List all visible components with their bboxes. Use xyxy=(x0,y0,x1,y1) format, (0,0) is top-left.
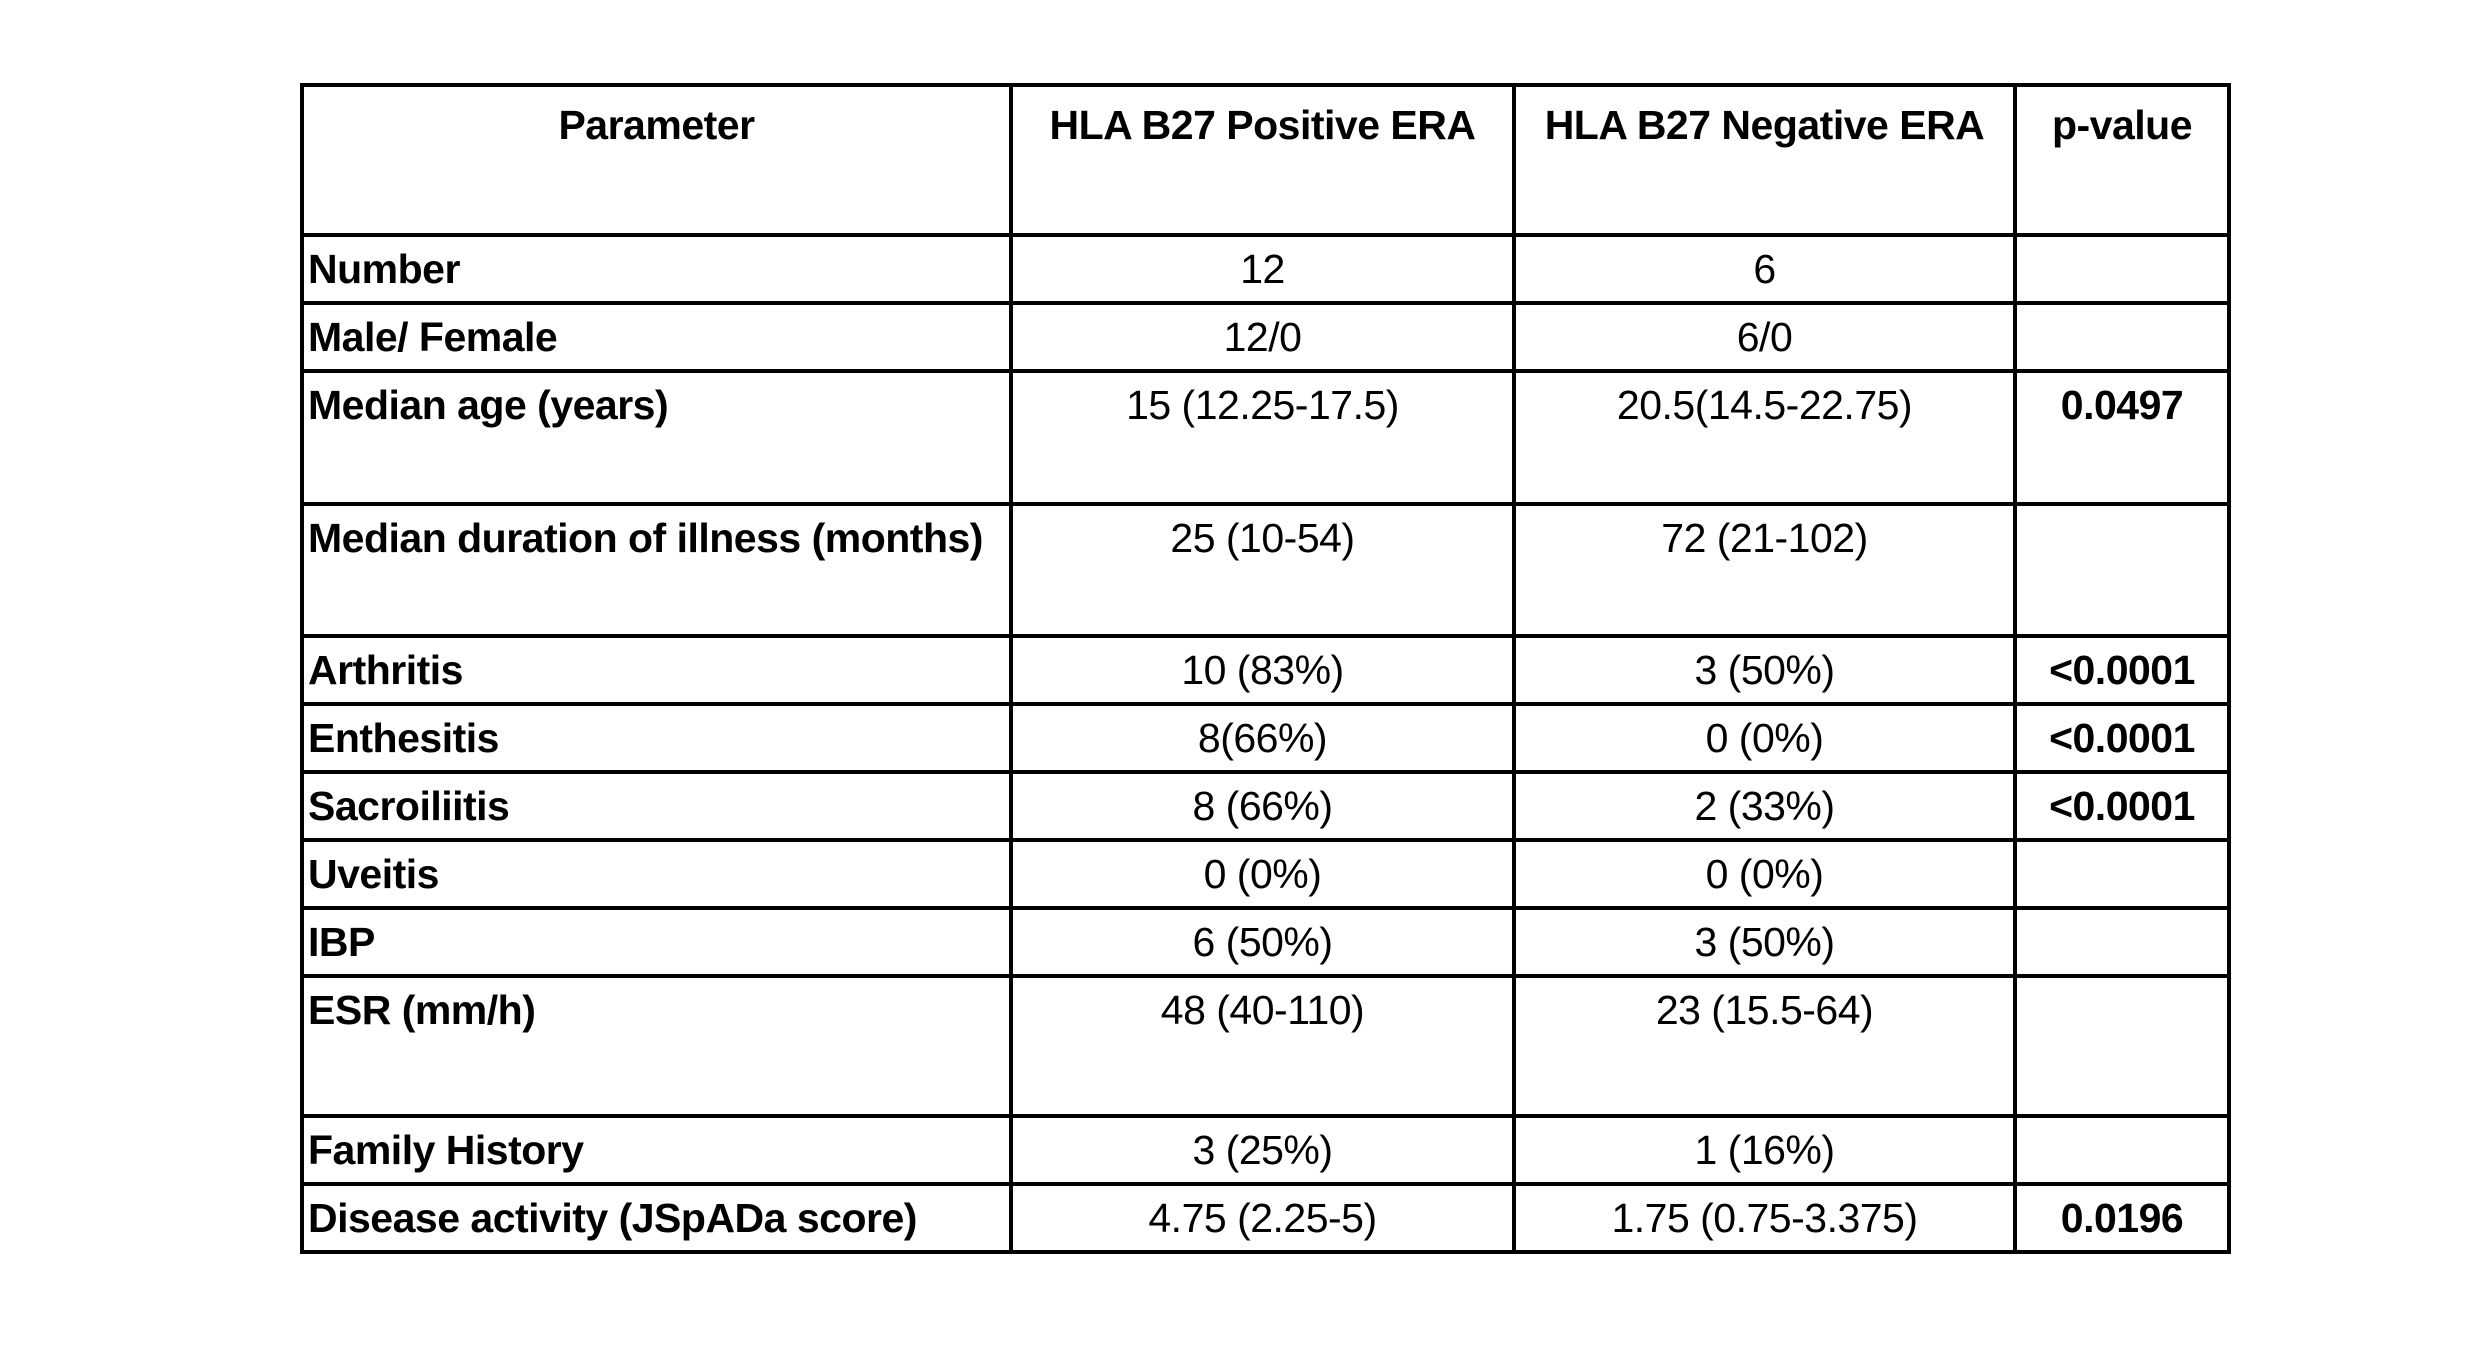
positive-value: 8 (66%) xyxy=(1009,770,1516,842)
positive-value: 4.75 (2.25-5) xyxy=(1009,1182,1516,1254)
p-value: 0.0196 xyxy=(2013,1182,2231,1254)
positive-value: 15 (12.25-17.5) xyxy=(1009,369,1516,506)
p-value xyxy=(2013,233,2231,305)
comparison-table: Parameter HLA B27 Positive ERA HLA B27 N… xyxy=(300,83,2231,1254)
positive-value: 10 (83%) xyxy=(1009,634,1516,706)
row-label: Number xyxy=(300,233,1013,305)
table-row-enthesitis: Enthesitis 8(66%) 0 (0%) <0.0001 xyxy=(300,702,2231,774)
row-label: Disease activity (JSpADa score) xyxy=(300,1182,1013,1254)
negative-value: 1.75 (0.75-3.375) xyxy=(1512,1182,2017,1254)
row-label: Arthritis xyxy=(300,634,1013,706)
table-row-arthritis: Arthritis 10 (83%) 3 (50%) <0.0001 xyxy=(300,634,2231,706)
p-value: <0.0001 xyxy=(2013,702,2231,774)
table-row-male-female: Male/ Female 12/0 6/0 xyxy=(300,301,2231,373)
negative-value: 20.5(14.5-22.75) xyxy=(1512,369,2017,506)
positive-value: 8(66%) xyxy=(1009,702,1516,774)
negative-value: 3 (50%) xyxy=(1512,906,2017,978)
table-row-median-age: Median age (years) 15 (12.25-17.5) 20.5(… xyxy=(300,369,2231,506)
row-label: Family History xyxy=(300,1114,1013,1186)
p-value xyxy=(2013,906,2231,978)
row-label: ESR (mm/h) xyxy=(300,974,1013,1118)
positive-value: 0 (0%) xyxy=(1009,838,1516,910)
negative-value: 6/0 xyxy=(1512,301,2017,373)
row-label: Male/ Female xyxy=(300,301,1013,373)
row-label: Sacroiliitis xyxy=(300,770,1013,842)
negative-value: 0 (0%) xyxy=(1512,838,2017,910)
positive-value: 6 (50%) xyxy=(1009,906,1516,978)
negative-value: 0 (0%) xyxy=(1512,702,2017,774)
p-value xyxy=(2013,502,2231,638)
table-row-sacroiliitis: Sacroiliitis 8 (66%) 2 (33%) <0.0001 xyxy=(300,770,2231,842)
table-row-family-history: Family History 3 (25%) 1 (16%) xyxy=(300,1114,2231,1186)
table-row-number: Number 12 6 xyxy=(300,233,2231,305)
table-row-ibp: IBP 6 (50%) 3 (50%) xyxy=(300,906,2231,978)
negative-value: 3 (50%) xyxy=(1512,634,2017,706)
column-header-hla-b27-negative: HLA B27 Negative ERA xyxy=(1512,83,2017,237)
negative-value: 1 (16%) xyxy=(1512,1114,2017,1186)
row-label: Uveitis xyxy=(300,838,1013,910)
p-value xyxy=(2013,301,2231,373)
p-value xyxy=(2013,838,2231,910)
column-header-p-value: p-value xyxy=(2013,83,2231,237)
table-header-row: Parameter HLA B27 Positive ERA HLA B27 N… xyxy=(300,83,2231,237)
table-row-esr: ESR (mm/h) 48 (40-110) 23 (15.5-64) xyxy=(300,974,2231,1118)
p-value: 0.0497 xyxy=(2013,369,2231,506)
negative-value: 6 xyxy=(1512,233,2017,305)
table-row-disease-activity: Disease activity (JSpADa score) 4.75 (2.… xyxy=(300,1182,2231,1254)
p-value: <0.0001 xyxy=(2013,634,2231,706)
p-value xyxy=(2013,1114,2231,1186)
row-label: Median duration of illness (months) xyxy=(300,502,1013,638)
positive-value: 12/0 xyxy=(1009,301,1516,373)
p-value xyxy=(2013,974,2231,1118)
positive-value: 3 (25%) xyxy=(1009,1114,1516,1186)
negative-value: 2 (33%) xyxy=(1512,770,2017,842)
column-header-hla-b27-positive: HLA B27 Positive ERA xyxy=(1009,83,1516,237)
p-value: <0.0001 xyxy=(2013,770,2231,842)
positive-value: 25 (10-54) xyxy=(1009,502,1516,638)
table-row-median-duration: Median duration of illness (months) 25 (… xyxy=(300,502,2231,638)
row-label: Median age (years) xyxy=(300,369,1013,506)
negative-value: 23 (15.5-64) xyxy=(1512,974,2017,1118)
negative-value: 72 (21-102) xyxy=(1512,502,2017,638)
row-label: IBP xyxy=(300,906,1013,978)
table-row-uveitis: Uveitis 0 (0%) 0 (0%) xyxy=(300,838,2231,910)
column-header-parameter: Parameter xyxy=(300,83,1013,237)
positive-value: 12 xyxy=(1009,233,1516,305)
row-label: Enthesitis xyxy=(300,702,1013,774)
positive-value: 48 (40-110) xyxy=(1009,974,1516,1118)
